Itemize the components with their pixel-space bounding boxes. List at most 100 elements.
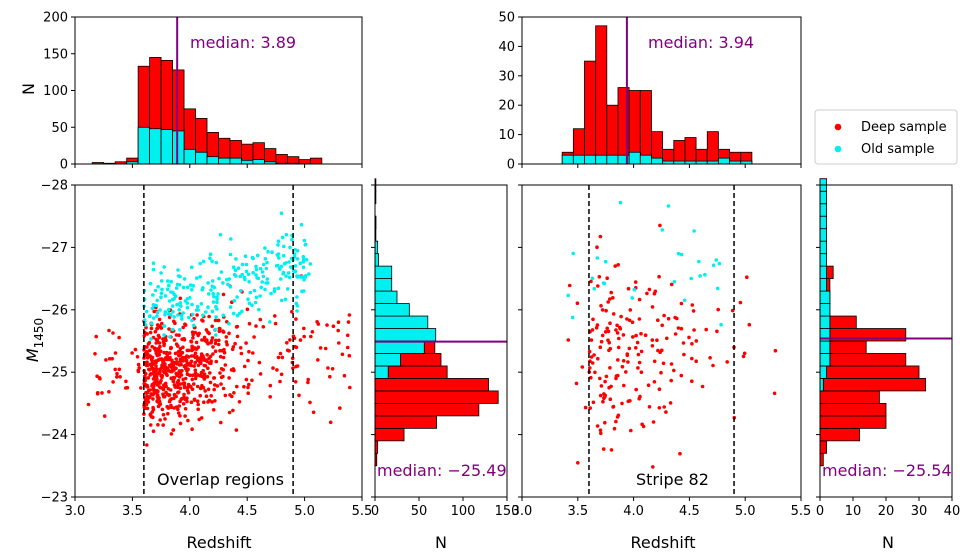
stripe82-mhist-bar-old	[819, 340, 831, 354]
overlap-scatter-frame	[74, 184, 363, 498]
overlap-scatter-point-deep	[153, 346, 157, 351]
overlap-scatter-point-deep	[146, 388, 151, 393]
overlap-scatter-point-deep	[331, 324, 336, 329]
stripe82-scatter-point-old	[672, 280, 677, 284]
overlap-scatter-point-deep	[280, 355, 285, 360]
overlap-scatter-point-old	[210, 279, 215, 283]
overlap-mhist-bar-old	[374, 315, 429, 329]
overlap-scatter-point-deep	[167, 327, 171, 331]
overlap-scatter-point-deep	[171, 428, 175, 432]
stripe82-mhist-xtick-label: 10	[845, 504, 862, 519]
overlap-scatter-xtick-label: 3.5	[122, 504, 143, 519]
stripe82-scatter-point-deep	[624, 370, 628, 374]
overlap-zhist-bar-old	[137, 126, 151, 165]
overlap-scatter-point-deep	[229, 368, 234, 372]
overlap-scatter-point-old	[179, 313, 184, 318]
stripe82-scatter-point-deep	[681, 341, 686, 345]
stripe82-scatter-point-deep	[629, 428, 633, 433]
overlap-scatter-point-deep	[184, 358, 189, 363]
overlap-scatter-point-deep	[117, 367, 122, 372]
stripe82-scatter-point-deep	[627, 346, 632, 351]
overlap-scatter-point-old	[154, 303, 158, 308]
overlap-scatter-point-old	[214, 333, 218, 337]
overlap-scatter-point-deep	[200, 374, 204, 379]
stripe82-scatter-point-deep	[651, 465, 655, 469]
stripe82-scatter-point-deep	[690, 379, 694, 384]
overlap-scatter-point-old	[149, 337, 153, 341]
overlap-scatter-point-old	[162, 324, 167, 328]
overlap-scatter-point-deep	[239, 351, 244, 356]
overlap-zhist-ytick-label: 50	[51, 121, 68, 136]
overlap-scatter-point-old	[167, 283, 171, 288]
overlap-scatter-point-deep	[224, 340, 229, 344]
overlap-scatter-xlabel: Redshift	[187, 533, 252, 552]
stripe82-scatter-point-deep	[636, 366, 640, 370]
overlap-scatter-point-deep	[285, 341, 289, 345]
overlap-scatter-point-old	[150, 306, 155, 311]
overlap-zhist-ytick-label: 0	[60, 158, 68, 173]
overlap-mhist-bar-old	[374, 253, 379, 267]
stripe82-scatter-point-deep	[676, 326, 681, 330]
overlap-scatter-point-deep	[154, 381, 158, 386]
overlap-scatter-point-deep	[325, 323, 329, 327]
overlap-scatter-point-old	[270, 250, 274, 254]
stripe82-scatter-point-deep	[643, 333, 648, 338]
overlap-scatter-point-deep	[223, 393, 228, 398]
stripe82-scatter-point-deep	[625, 317, 629, 321]
overlap-scatter-point-old	[159, 279, 164, 283]
overlap-scatter-point-deep	[160, 407, 165, 412]
overlap-scatter-point-old	[151, 316, 156, 320]
overlap-scatter-point-deep	[210, 324, 214, 329]
stripe82-scatter-point-deep	[588, 366, 592, 370]
overlap-scatter-annotation: Overlap regions	[157, 470, 284, 489]
stripe82-scatter-point-deep	[590, 361, 595, 365]
overlap-scatter-point-deep	[177, 333, 181, 338]
overlap-scatter-point-old	[246, 297, 250, 302]
stripe82-scatter-point-deep	[708, 356, 712, 360]
overlap-scatter-point-old	[299, 222, 304, 227]
stripe82-scatter-point-deep	[704, 327, 708, 332]
stripe82-scatter-point-old	[618, 200, 623, 205]
overlap-scatter-point-deep	[175, 380, 180, 385]
stripe82-scatter-point-deep	[621, 359, 626, 363]
stripe82-scatter-point-deep	[612, 426, 617, 431]
overlap-scatter-point-deep	[221, 367, 225, 372]
overlap-scatter-point-deep	[113, 367, 117, 372]
overlap-scatter-point-deep	[148, 348, 152, 353]
overlap-scatter-point-old	[246, 272, 251, 277]
overlap-zhist-ytick-label: 150	[43, 47, 68, 62]
overlap-scatter-point-old	[210, 309, 215, 314]
stripe82-scatter-point-deep	[599, 431, 603, 436]
stripe82-zhist-ytick-label: 10	[498, 128, 515, 143]
stripe82-mhist-bar-deep	[819, 378, 926, 392]
stripe82-scatter-point-deep	[601, 399, 605, 404]
overlap-scatter-point-deep	[181, 402, 186, 406]
stripe82-mhist-bar-old	[819, 253, 827, 267]
stripe82-scatter-point-old	[703, 272, 707, 277]
overlap-scatter-point-old	[166, 307, 171, 312]
overlap-scatter-point-deep	[115, 371, 119, 376]
stripe82-scatter-point-deep	[611, 296, 615, 300]
overlap-scatter-point-old	[144, 309, 149, 314]
overlap-scatter-point-old	[185, 305, 190, 310]
overlap-scatter-point-deep	[203, 389, 207, 393]
stripe82-mhist-bar-deep	[819, 402, 887, 417]
scatter-ylabel: M1450	[23, 318, 46, 362]
overlap-scatter-point-deep	[185, 399, 189, 404]
overlap-scatter-point-old	[213, 327, 218, 332]
overlap-scatter-point-old	[162, 265, 166, 269]
stripe82-scatter-point-deep	[661, 361, 666, 366]
stripe82-scatter-point-old	[692, 229, 696, 233]
stripe82-scatter-point-deep	[647, 405, 652, 409]
stripe82-scatter-point-deep	[603, 330, 608, 334]
overlap-scatter-point-deep	[178, 357, 183, 362]
overlap-scatter-point-old	[244, 269, 249, 274]
overlap-scatter-point-deep	[244, 377, 249, 382]
stripe82-zhist-ytick-label: 30	[498, 69, 515, 84]
overlap-scatter-point-old	[287, 260, 291, 264]
stripe82-mhist-bar-old	[819, 365, 827, 379]
stripe82-scatter-point-deep	[591, 317, 595, 322]
overlap-scatter-point-old	[198, 275, 202, 279]
overlap-scatter-point-deep	[311, 410, 316, 415]
overlap-scatter-point-deep	[148, 413, 153, 417]
